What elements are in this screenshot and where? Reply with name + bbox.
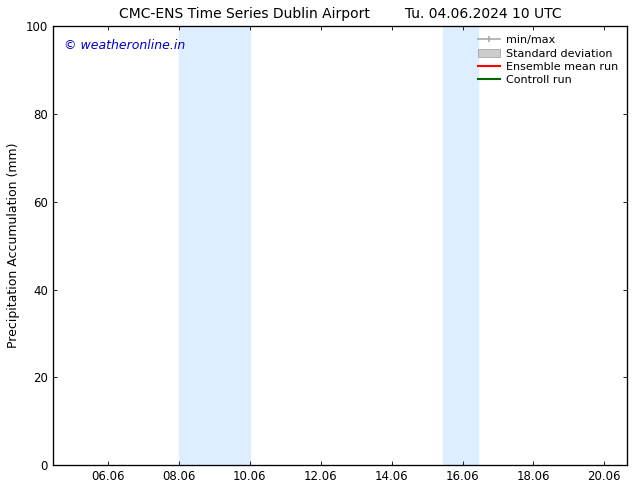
Y-axis label: Precipitation Accumulation (mm): Precipitation Accumulation (mm) xyxy=(7,143,20,348)
Text: © weatheronline.in: © weatheronline.in xyxy=(64,40,185,52)
Title: CMC-ENS Time Series Dublin Airport        Tu. 04.06.2024 10 UTC: CMC-ENS Time Series Dublin Airport Tu. 0… xyxy=(119,7,561,21)
Legend: min/max, Standard deviation, Ensemble mean run, Controll run: min/max, Standard deviation, Ensemble me… xyxy=(475,32,621,89)
Bar xyxy=(443,26,478,465)
Bar xyxy=(179,26,250,465)
